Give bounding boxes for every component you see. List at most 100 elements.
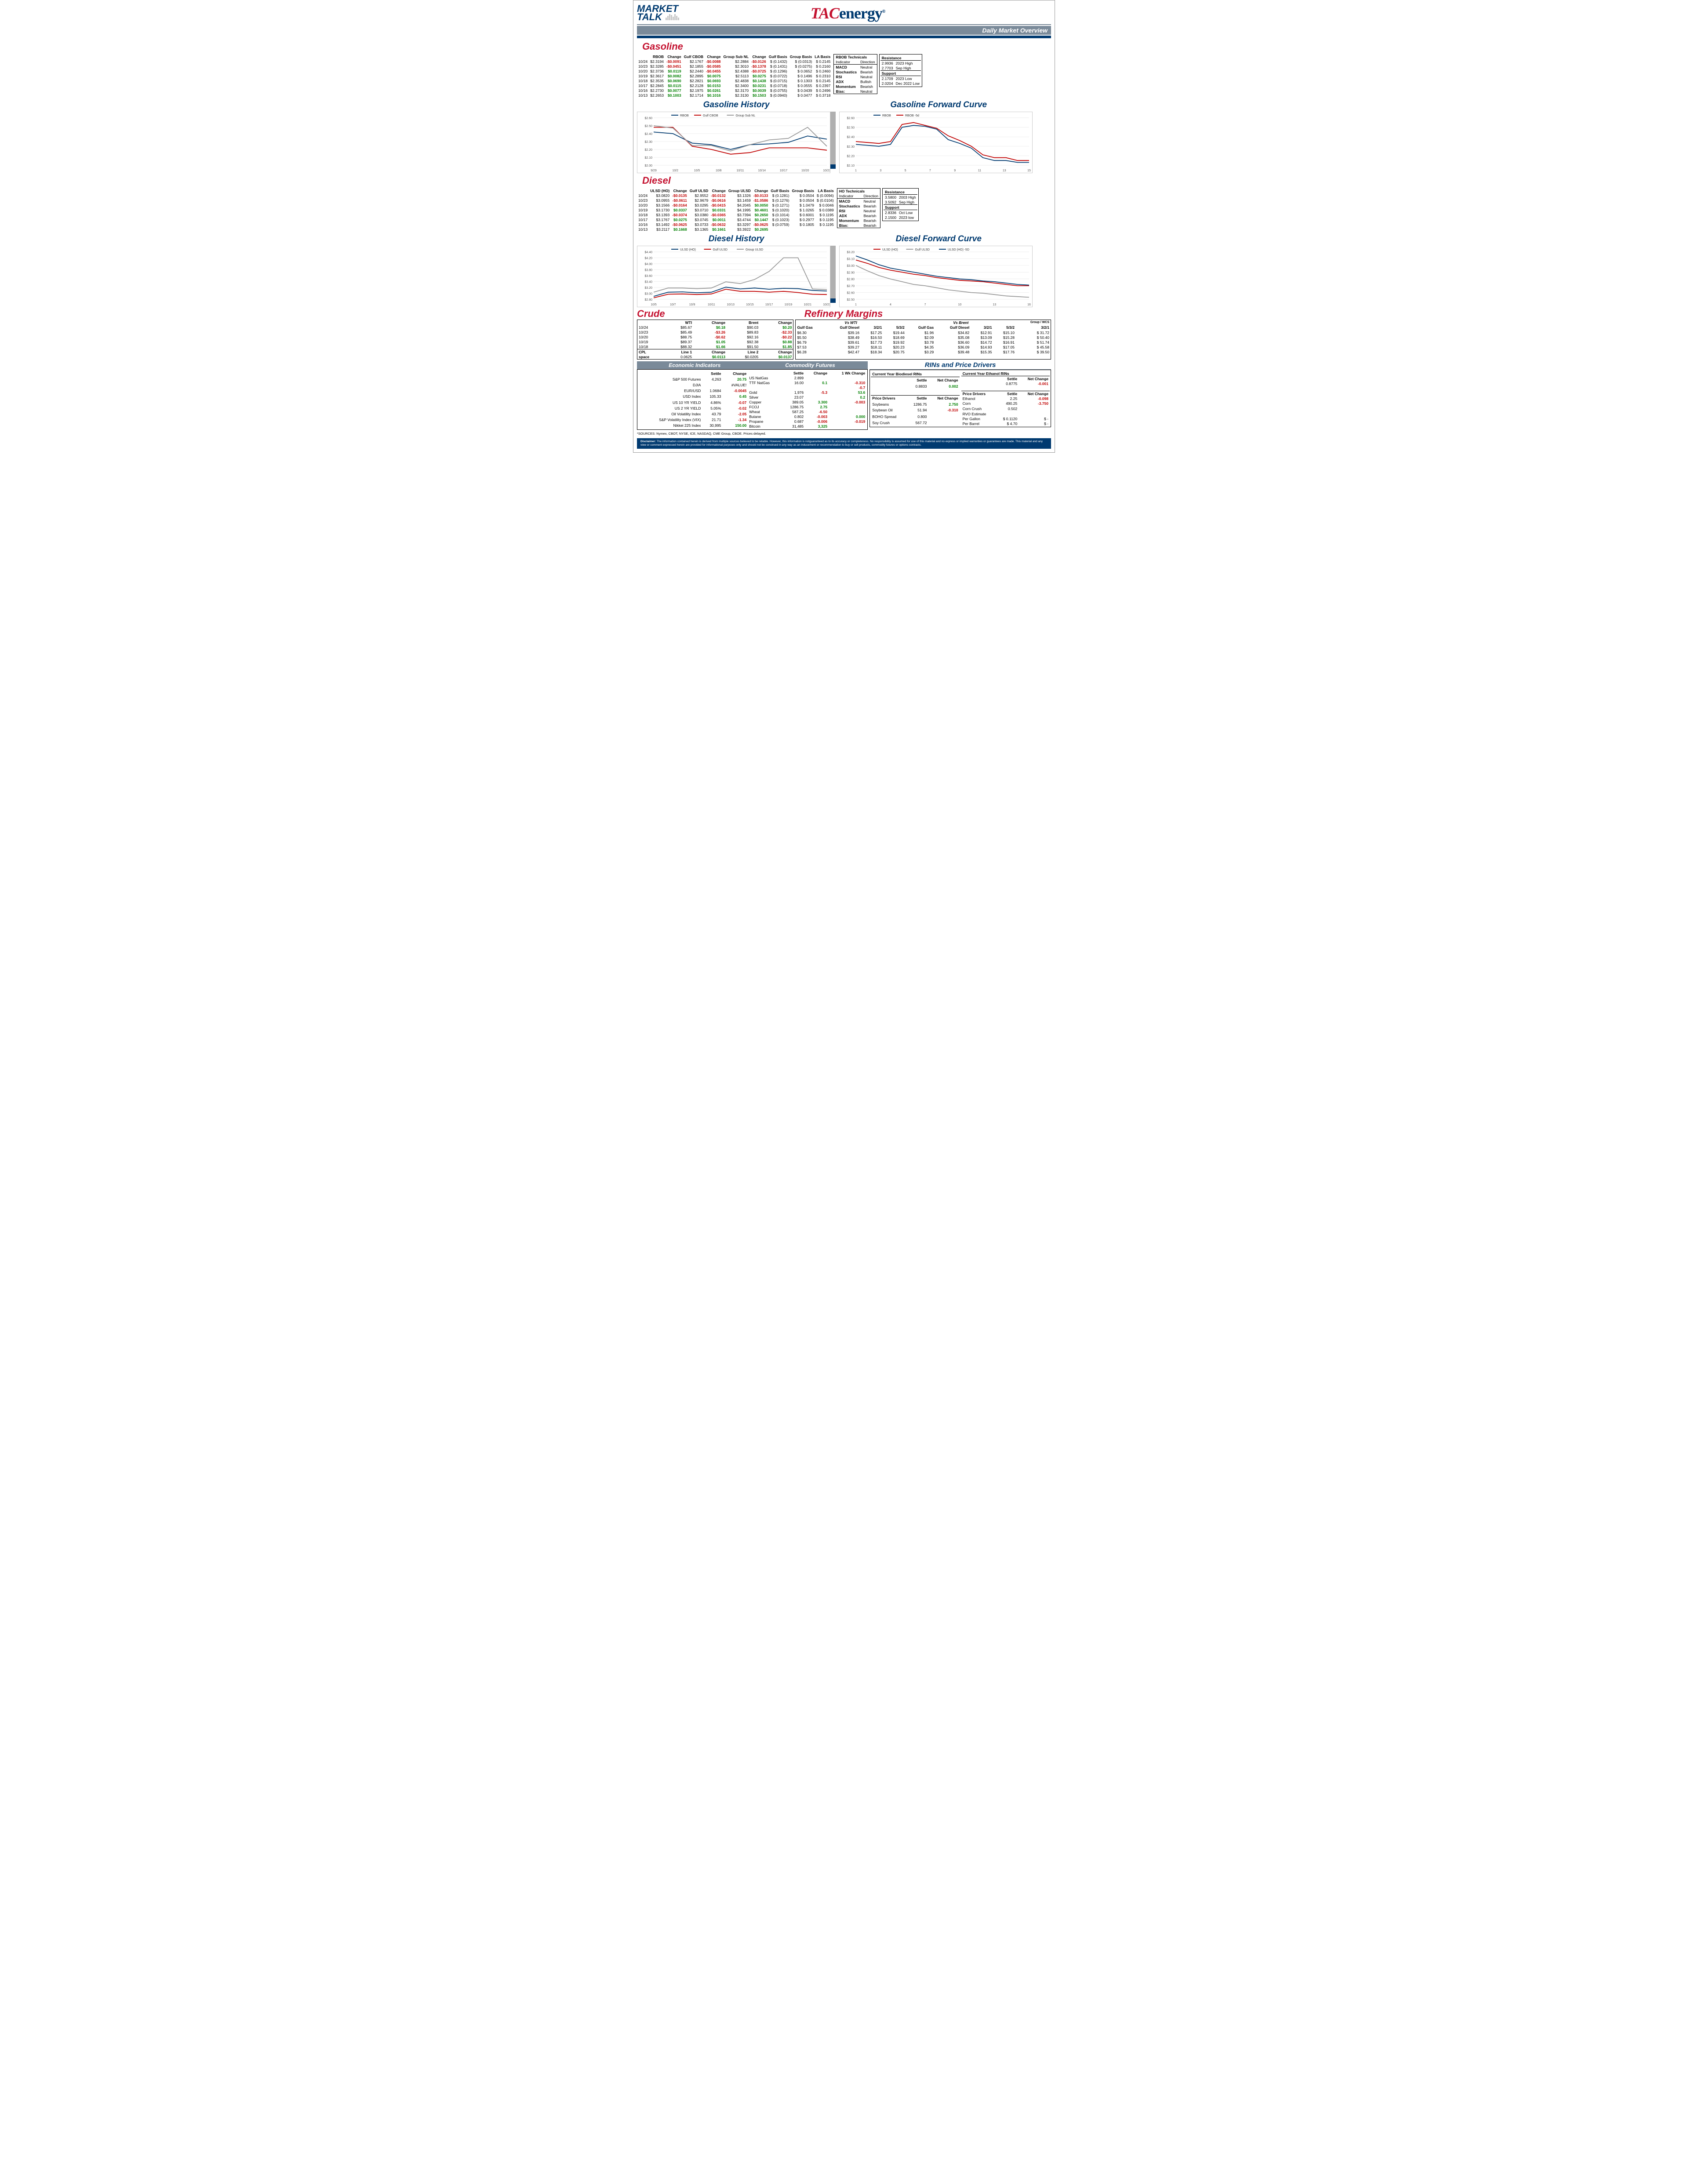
svg-text:$2.60: $2.60 [644, 117, 652, 120]
svg-text:10/7: 10/7 [670, 303, 676, 306]
commodity-futures-table: SettleChange1 Wk ChangeUS NatGas2.899TTF… [748, 371, 866, 429]
svg-text:$2.40: $2.40 [847, 136, 855, 139]
svg-text:10/14: 10/14 [758, 169, 766, 172]
svg-text:$3.00: $3.00 [644, 293, 652, 296]
gasoline-history-chart: $2.00 $2.10 $2.20 $2.30 $2.40 $2.50 $2.60 9/29 1… [637, 112, 830, 173]
diesel-title: Diesel [642, 175, 1051, 186]
econ-commodity-box: Economic Indicators Commodity Futures Se… [637, 361, 868, 430]
rins-biodiesel-table: Current Year Biodiesel RINsSettleNet Cha… [871, 371, 959, 426]
svg-text:$2.30: $2.30 [847, 145, 855, 149]
svg-text:$2.00: $2.00 [644, 164, 652, 167]
svg-text:$2.50: $2.50 [847, 127, 855, 130]
gasoline-forward-chart: $2.10$2.20$2.30$2.40$2.50$2.601357911131… [839, 112, 1033, 173]
svg-text:$3.60: $3.60 [644, 275, 652, 278]
bars-icon [666, 13, 680, 22]
svg-text:$3.40: $3.40 [644, 281, 652, 284]
svg-text:10/19: 10/19 [785, 303, 793, 306]
svg-text:10/23: 10/23 [823, 169, 830, 172]
gasoline-charts-row: Gasoline History $2.00$2.10$2.20$2.30$2.… [637, 98, 1051, 174]
diesel-technicals: HO TechnicalsIndicatorDirectionMACDNeutr… [837, 188, 880, 228]
gasoline-forward-title: Gasoline Forward Curve [839, 100, 1038, 110]
diesel-resistance: Resistance3.58002003 High3.5092Sep HighS… [882, 188, 919, 221]
market-talk-logo: MARKET TALK [637, 5, 680, 21]
svg-text:10/5: 10/5 [651, 303, 657, 306]
svg-text:$2.60: $2.60 [847, 117, 855, 120]
sources-note: *SOURCES: Nymex, CBOT, NYSE, ICE, NASDAQ… [637, 432, 1051, 436]
svg-text:ULSD (HO): ULSD (HO) [882, 248, 898, 251]
svg-text:10/8: 10/8 [716, 169, 722, 172]
chart-side-accent [830, 112, 836, 169]
svg-text:10/17: 10/17 [765, 303, 773, 306]
svg-text:$2.40: $2.40 [644, 133, 652, 136]
svg-text:10/9: 10/9 [689, 303, 695, 306]
svg-text:10/21: 10/21 [804, 303, 811, 306]
svg-text:$2.20: $2.20 [644, 149, 652, 152]
gasoline-title: Gasoline [642, 41, 1051, 52]
svg-text:7: 7 [924, 303, 926, 306]
header: MARKET TALK TACenergy® [637, 4, 1051, 22]
rins-ethanol-table: Current Year Ethanol RINsSettleNet Chang… [961, 371, 1050, 426]
svg-text:10/2: 10/2 [672, 169, 678, 172]
svg-text:$3.80: $3.80 [644, 269, 652, 272]
crude-title: Crude [637, 308, 803, 320]
svg-text:10/13: 10/13 [727, 303, 735, 306]
svg-text:10/11: 10/11 [708, 303, 715, 306]
svg-text:Group Sub NL: Group Sub NL [736, 114, 756, 117]
svg-text:10: 10 [958, 303, 962, 306]
svg-text:Group ULSD: Group ULSD [746, 248, 763, 251]
svg-text:10/5: 10/5 [694, 169, 700, 172]
gasoline-resistance: Resistance2.99362023 High2.7703Sep HighS… [879, 54, 922, 87]
svg-text:$2.60: $2.60 [847, 292, 855, 295]
svg-text:10/11: 10/11 [737, 169, 744, 172]
diesel-forward-title: Diesel Forward Curve [839, 234, 1038, 244]
overview-bar: Daily Market Overview [637, 26, 1051, 35]
svg-text:11: 11 [978, 169, 981, 172]
svg-text:7: 7 [929, 169, 931, 172]
economic-indicators-table: SettleChangeS&P 500 Futures4,26320.75DJI… [638, 371, 748, 429]
market-talk-line2: TALK [637, 11, 662, 22]
bottom-row: Economic Indicators Commodity Futures Se… [637, 361, 1051, 430]
diesel-row: ULSD (HO)ChangeGulf ULSDChangeGroup ULSD… [637, 188, 1051, 232]
market-report-page: MARKET TALK TACenergy® Daily Market Over… [633, 0, 1055, 453]
svg-text:$3.20: $3.20 [847, 251, 855, 254]
svg-text:RBOB: RBOB [882, 114, 891, 117]
logo-tac: TAC [811, 4, 839, 22]
svg-text:$2.70: $2.70 [847, 285, 855, 288]
svg-text:15: 15 [1027, 169, 1031, 172]
disclaimer: Disclaimer: The information contained he… [637, 438, 1051, 449]
svg-text:9/29: 9/29 [651, 169, 657, 172]
svg-text:$2.50: $2.50 [644, 125, 652, 128]
svg-text:$2.30: $2.30 [644, 141, 652, 144]
svg-text:5: 5 [905, 169, 906, 172]
svg-text:3: 3 [880, 169, 881, 172]
svg-text:13: 13 [993, 303, 996, 306]
svg-text:$2.80: $2.80 [644, 298, 652, 302]
svg-text:$4.00: $4.00 [644, 263, 652, 266]
svg-text:1: 1 [855, 169, 857, 172]
svg-text:Gulf CBOB: Gulf CBOB [703, 114, 718, 117]
svg-text:$2.10: $2.10 [644, 156, 652, 160]
rins-title: RINs and Price Drivers [869, 361, 1051, 370]
blue-bar [637, 36, 1051, 38]
svg-text:$2.20: $2.20 [847, 155, 855, 158]
crude-box: WTIChangeBrentChange10/24$85.67$0.18$90.… [637, 320, 793, 360]
gasoline-history-title: Gasoline History [637, 100, 836, 110]
svg-text:10/17: 10/17 [780, 169, 788, 172]
registered-icon: ® [882, 9, 885, 14]
svg-text:16: 16 [1027, 303, 1031, 306]
economic-indicators-bar: Economic Indicators [637, 361, 753, 369]
svg-text:$2.50: $2.50 [847, 298, 855, 302]
svg-text:ULSD (HO): ULSD (HO) [680, 248, 696, 251]
crude-margins-row: WTIChangeBrentChange10/24$85.67$0.18$90.… [637, 320, 1051, 360]
logo-energy: energy [839, 4, 882, 22]
svg-text:10/20: 10/20 [801, 169, 809, 172]
svg-text:ULSD (HO) -5D: ULSD (HO) -5D [948, 248, 969, 251]
diesel-charts-row: Diesel History $2.80$3.00$3.20$3.40$3.60… [637, 233, 1051, 308]
svg-text:Gulf ULSD: Gulf ULSD [713, 248, 728, 251]
tac-energy-logo: TACenergy® [811, 4, 885, 22]
svg-text:$2.10: $2.10 [847, 164, 855, 167]
svg-text:9: 9 [954, 169, 956, 172]
svg-text:$3.20: $3.20 [644, 287, 652, 290]
gasoline-table: RBOBChangeGulf CBOBChangeGroup Sub NLCha… [637, 54, 832, 98]
svg-text:RBOB: RBOB [680, 114, 689, 117]
